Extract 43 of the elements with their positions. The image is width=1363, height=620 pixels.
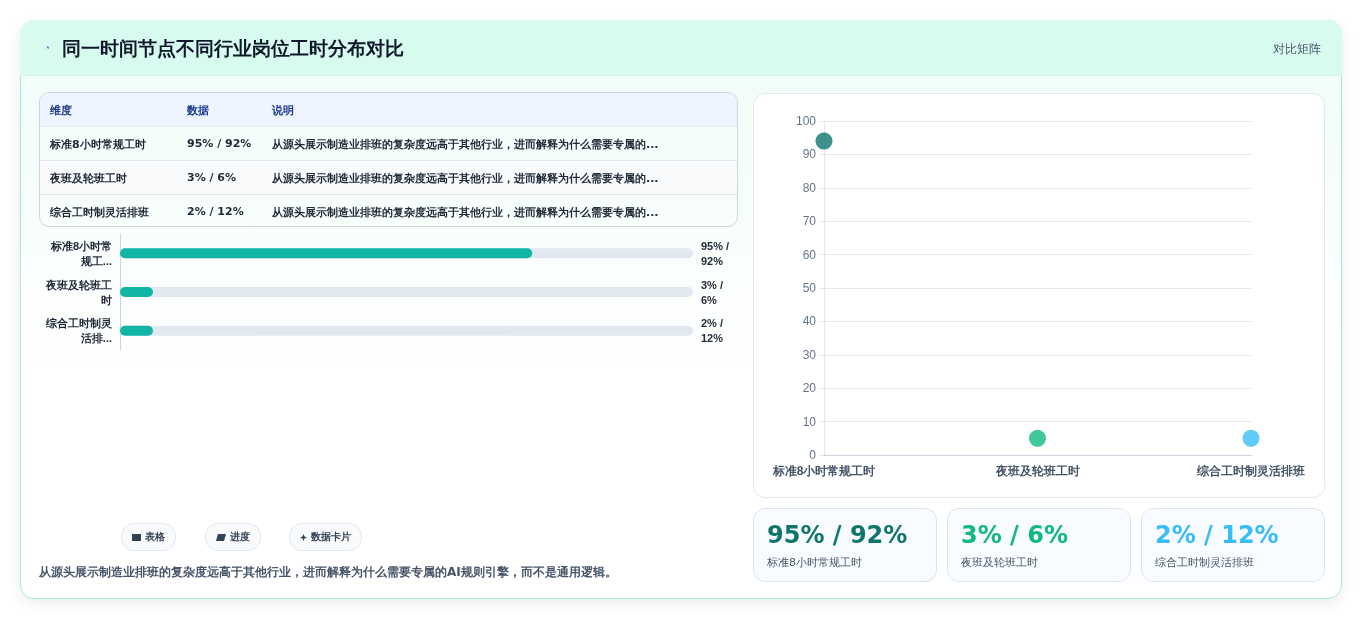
y-tick-label: 100: [795, 114, 817, 128]
y-tick-label: 标准8小时常规工...: [49, 239, 112, 267]
text: 从源头展示制造业排班的复杂度远高于其他行业，进而解释为什么需要专属的...: [272, 137, 659, 152]
text: 综合工时制灵活排班: [1155, 555, 1254, 570]
text: 标准8小时常规工时: [767, 555, 862, 570]
y-tick-label: 综合工时制灵活排...: [45, 317, 112, 345]
x-tick-label: 综合工时制灵活排班: [1196, 464, 1305, 478]
text: 3% / 6%: [961, 521, 1068, 549]
text: 从源头展示制造业排班的复杂度远高于其他行业，进而解释为什么需要专属的...: [272, 205, 659, 220]
y-tick-label: 0: [809, 448, 817, 462]
text: 标准8小时常规工时: [50, 137, 146, 152]
text: 数据卡片: [311, 530, 351, 544]
text: 2% / 12%: [701, 317, 727, 345]
text: 对比矩阵: [1273, 41, 1321, 58]
y-tick-label: 30: [802, 347, 817, 362]
y-tick-label: 10: [802, 414, 817, 429]
text: 2% / 12%: [187, 205, 244, 218]
text: 从源头展示制造业排班的复杂度远高于其他行业，进而解释为什么需要专属的AI规则引擎，而不是通用逻辑。: [39, 564, 617, 581]
text: 3% / 6%: [187, 171, 237, 184]
y-tick-label: 40: [802, 314, 817, 329]
text: 2% / 12%: [1155, 521, 1279, 549]
y-tick-label: 50: [802, 281, 817, 295]
y-tick-label: 60: [802, 247, 817, 262]
text: 同一时间节点不同行业岗位工时分布对比: [62, 36, 404, 61]
text: 95% / 92%: [767, 521, 908, 549]
text: 说明: [272, 103, 294, 118]
text: 95% / 92%: [187, 137, 252, 150]
y-tick-label: 夜班及轮班工时: [45, 278, 112, 306]
text: 从源头展示制造业排班的复杂度远高于其他行业，进而解释为什么需要专属的...: [272, 171, 659, 186]
y-tick-label: 20: [802, 381, 817, 396]
y-tick-label: 70: [802, 214, 817, 229]
x-tick-label: 标准8小时常规工时: [771, 464, 876, 478]
text: 95% / 92%: [701, 239, 733, 267]
text: 夜班及轮班工时: [961, 555, 1038, 570]
y-tick-label: 90: [802, 147, 817, 162]
text: 进度: [230, 530, 250, 544]
text: 维度: [50, 103, 72, 118]
y-tick-label: 80: [802, 180, 817, 195]
text: 表格: [145, 530, 165, 544]
text: 综合工时制灵活排班: [50, 205, 149, 220]
text: 数据: [187, 103, 209, 118]
x-tick-label: 夜班及轮班工时: [994, 464, 1080, 478]
text: 3% / 6%: [701, 278, 727, 306]
